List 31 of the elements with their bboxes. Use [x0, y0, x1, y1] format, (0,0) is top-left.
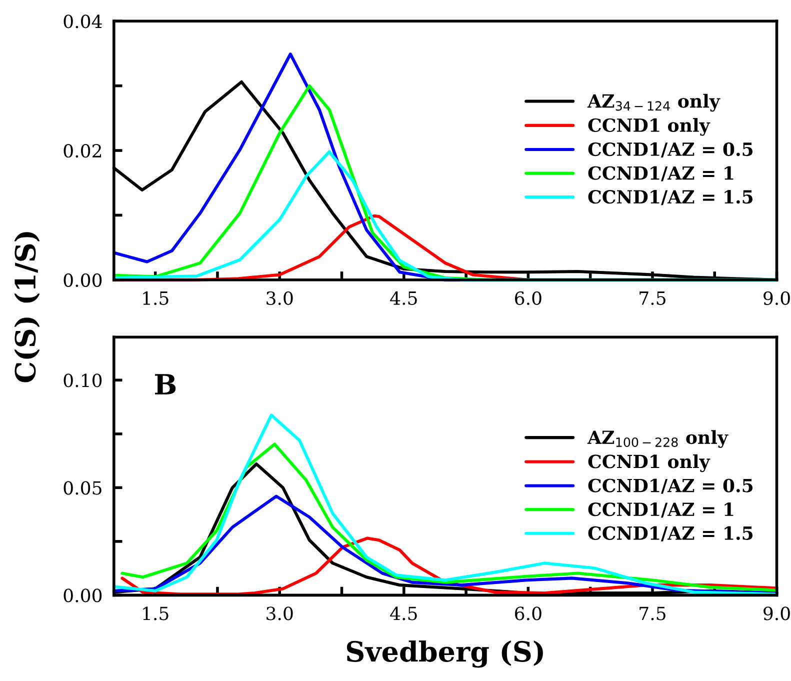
y-tick-label: 0.02 [64, 144, 102, 158]
x-tick-label: 9.0 [764, 291, 790, 305]
annotation: B [154, 374, 176, 394]
x-tick-label: 4.5 [390, 606, 417, 620]
x-axis-title: Svedberg (S) [346, 640, 543, 668]
y-tick-label: 0.05 [64, 481, 102, 495]
legend-label: CCND1/AZ = 1.5 [588, 526, 753, 542]
y-tick-label: 0.04 [64, 14, 102, 28]
x-tick-label: 6.0 [515, 606, 542, 620]
legend-label: CCND1/AZ = 1 [588, 166, 734, 182]
legend-label: CCND1/AZ = 1 [588, 502, 734, 518]
x-tick-label: 3.0 [266, 606, 293, 620]
x-tick-label: 9.0 [764, 606, 790, 620]
x-tick-label: 4.5 [390, 291, 417, 305]
x-tick-label: 7.5 [640, 606, 666, 620]
legend-label: CCND1/AZ = 0.5 [588, 478, 753, 494]
y-tick-label: 0.00 [64, 588, 102, 602]
y-tick-label: 0.00 [64, 273, 102, 288]
x-tick-label: 1.5 [143, 606, 168, 620]
x-tick-label: 1.5 [143, 291, 168, 305]
legend-label: CCND1 only [588, 118, 710, 136]
legend-label: CCND1/AZ = 1.5 [588, 190, 753, 206]
y-axis-title: C(S) (1/S) [14, 232, 40, 382]
legend-label: AZ$_{34−124}$ only [587, 94, 720, 112]
legend-label: CCND1 only [588, 454, 710, 472]
legend-label: AZ$_{100−228}$ only [587, 430, 728, 448]
y-tick-label: 0.10 [64, 374, 102, 388]
legend-label: CCND1/AZ = 0.5 [588, 142, 753, 158]
x-tick-label: 3.0 [266, 291, 293, 305]
x-tick-label: 7.5 [640, 292, 666, 305]
x-tick-label: 6.0 [515, 291, 542, 305]
